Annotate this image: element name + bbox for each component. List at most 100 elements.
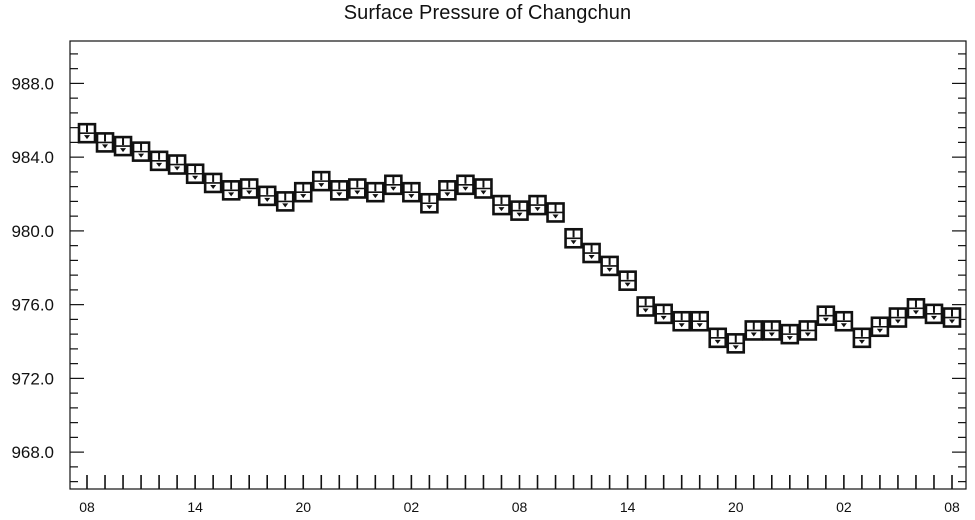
data-point (510, 200, 529, 221)
data-point (420, 192, 439, 214)
data-point (636, 296, 655, 317)
data-point (402, 181, 421, 203)
point-marker (84, 135, 90, 140)
data-point (762, 320, 782, 341)
point-marker (786, 336, 793, 341)
data-point (293, 181, 313, 203)
point-marker (750, 332, 757, 337)
data-point (870, 316, 890, 338)
data-point (384, 174, 403, 196)
data-point (203, 172, 223, 194)
data-point (798, 320, 818, 341)
point-marker (480, 190, 487, 195)
point-marker (426, 205, 433, 210)
y-tick-label: 968.0 (11, 443, 54, 462)
x-tick-label: 02 (404, 499, 420, 515)
point-marker (696, 323, 703, 328)
point-marker (390, 186, 397, 191)
x-tick-label: 08 (79, 499, 95, 515)
point-marker (264, 197, 271, 202)
point-marker (498, 207, 505, 212)
chart-title: Surface Pressure of Changchun (343, 2, 632, 24)
data-point (492, 194, 511, 216)
x-tick-label: 14 (187, 499, 203, 515)
point-marker (894, 319, 901, 324)
data-point (600, 255, 619, 277)
point-marker (606, 267, 613, 272)
data-point (221, 180, 241, 201)
data-point (77, 122, 97, 144)
data-point (564, 227, 583, 249)
point-marker (156, 162, 163, 167)
y-tick-label: 984.0 (11, 148, 54, 167)
point-marker (354, 190, 361, 195)
point-marker (318, 183, 325, 188)
y-tick-label: 976.0 (11, 296, 54, 315)
data-point (924, 303, 944, 325)
point-marker (768, 332, 775, 337)
data-point (834, 310, 854, 332)
point-marker (174, 166, 181, 171)
plot-frame (69, 40, 967, 490)
point-marker (336, 192, 343, 197)
data-point (275, 191, 295, 212)
data-point (131, 141, 151, 162)
point-marker (228, 192, 235, 197)
data-point (185, 163, 205, 185)
point-marker (822, 317, 829, 322)
point-marker (300, 194, 307, 199)
x-tick-label: 14 (620, 499, 636, 515)
point-marker (912, 310, 919, 315)
data-point (438, 180, 457, 201)
point-marker (678, 323, 685, 328)
data-point (167, 154, 187, 175)
data-point (113, 135, 133, 157)
data-point (456, 174, 475, 196)
data-point (474, 178, 493, 199)
data-point (708, 327, 728, 349)
point-marker (210, 184, 217, 189)
data-point (239, 178, 259, 199)
data-point (726, 333, 746, 354)
point-marker (552, 214, 559, 219)
point-marker (876, 328, 883, 333)
data-point (780, 323, 800, 345)
point-marker (840, 323, 847, 328)
point-marker (138, 153, 145, 158)
x-tick-label: 08 (944, 499, 960, 515)
data-point (149, 150, 169, 172)
point-marker (246, 190, 253, 195)
data-point (528, 194, 547, 216)
point-marker (372, 194, 379, 199)
point-marker (642, 308, 649, 313)
data-point (888, 307, 908, 328)
data-point (672, 310, 691, 332)
data-point (852, 327, 872, 349)
point-marker (444, 192, 451, 197)
x-tick-label: 02 (836, 499, 852, 515)
point-marker (588, 255, 595, 260)
point-marker (282, 203, 289, 208)
point-marker (516, 212, 523, 217)
point-marker (570, 240, 577, 245)
x-tick-label: 08 (512, 499, 528, 515)
point-marker (732, 345, 739, 350)
y-tick-label: 972.0 (11, 369, 54, 388)
y-tick-label: 988.0 (11, 74, 54, 93)
data-point (582, 242, 601, 264)
x-tick-label: 20 (728, 499, 744, 515)
point-marker (660, 315, 667, 320)
data-point (95, 132, 115, 153)
point-marker (949, 319, 955, 324)
point-marker (408, 194, 415, 199)
data-point (348, 178, 367, 199)
data-point (906, 298, 926, 319)
point-marker (804, 332, 811, 337)
data-point (329, 180, 349, 201)
point-marker (462, 186, 469, 191)
point-marker (102, 144, 109, 149)
data-point (546, 202, 565, 223)
data-point (311, 170, 331, 192)
